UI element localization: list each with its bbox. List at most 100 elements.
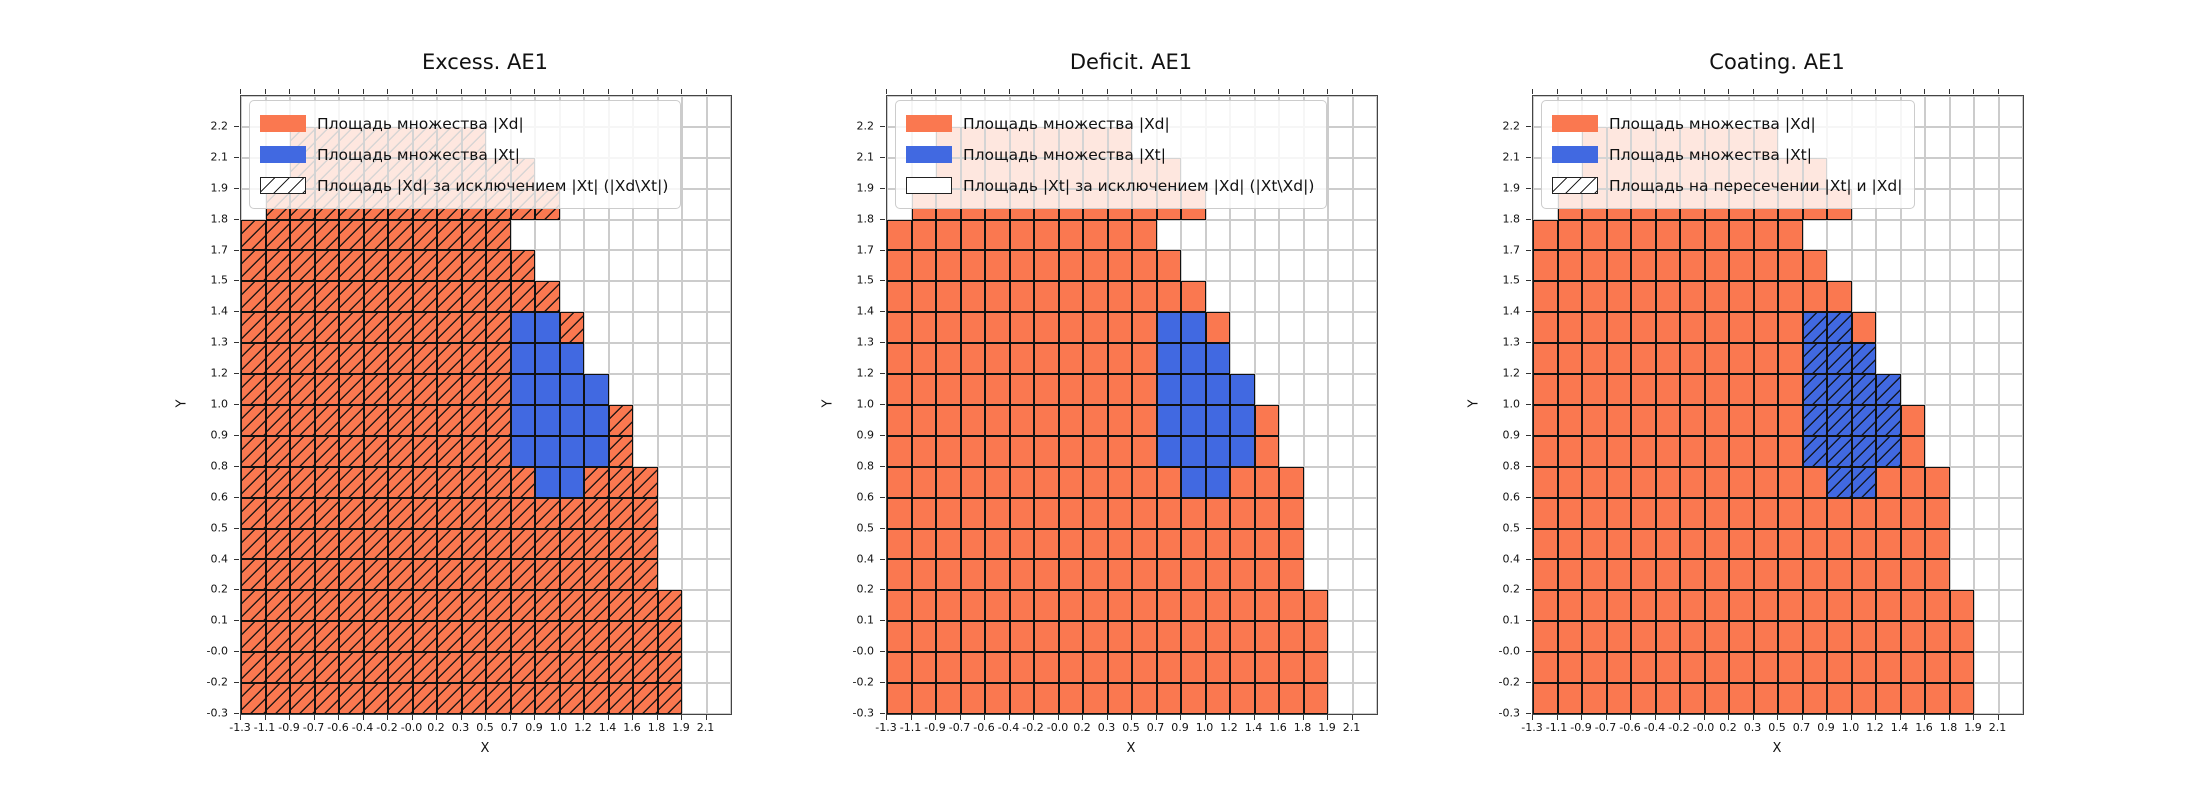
grid-cell bbox=[1974, 683, 1999, 714]
grid-cell bbox=[1680, 683, 1705, 714]
y-axis-label: Y bbox=[174, 399, 190, 408]
grid-cell bbox=[1254, 435, 1279, 467]
x-tick-mark bbox=[705, 714, 707, 720]
grid-cell bbox=[1998, 250, 2023, 282]
grid-cell bbox=[1083, 466, 1108, 498]
x-tick-mark bbox=[1605, 714, 1607, 720]
grid-cell bbox=[1582, 621, 1607, 653]
y-tick-mark bbox=[233, 434, 239, 436]
grid-cell bbox=[1949, 96, 1974, 127]
grid-cell bbox=[559, 435, 584, 467]
grid-cell bbox=[388, 374, 413, 405]
grid-cell bbox=[412, 404, 437, 436]
grid-cell bbox=[706, 219, 731, 251]
grid-cell bbox=[1827, 497, 1852, 529]
grid-cell bbox=[1328, 466, 1353, 498]
grid-cell bbox=[1680, 343, 1705, 375]
x-tick-label: -0.4 bbox=[351, 721, 374, 734]
grid-cell bbox=[1680, 435, 1705, 467]
grid-cell bbox=[290, 497, 315, 529]
grid-cell bbox=[1900, 374, 1925, 405]
y-tick-mark bbox=[879, 434, 885, 436]
grid-cell bbox=[985, 466, 1010, 498]
grid-cell bbox=[1631, 219, 1656, 251]
grid-cell bbox=[1827, 528, 1852, 560]
grid-cell bbox=[1851, 497, 1876, 529]
grid-cell bbox=[1949, 374, 1974, 405]
grid-cell bbox=[1303, 466, 1328, 498]
grid-cell bbox=[1655, 590, 1680, 622]
legend-swatch-blue bbox=[1552, 146, 1598, 163]
grid-cell bbox=[339, 343, 364, 375]
grid-cell bbox=[1631, 374, 1656, 405]
grid-cell bbox=[633, 559, 658, 591]
grid-cell bbox=[1949, 652, 1974, 684]
grid-cell bbox=[1009, 435, 1034, 467]
y-tick-label: 1.7 bbox=[210, 243, 229, 256]
grid-cell bbox=[608, 404, 633, 436]
grid-cell bbox=[936, 652, 961, 684]
grid-cell bbox=[1802, 497, 1827, 529]
grid-cell bbox=[1254, 652, 1279, 684]
grid-cell bbox=[1949, 528, 1974, 560]
grid-cell bbox=[1181, 528, 1206, 560]
grid-cell bbox=[1949, 343, 1974, 375]
y-tick-label: 0.1 bbox=[1502, 613, 1521, 627]
grid-cell bbox=[241, 466, 266, 498]
grid-cell bbox=[486, 404, 511, 436]
grid-cell bbox=[314, 219, 339, 251]
top-tick-mark bbox=[1997, 88, 1999, 94]
y-tick-mark bbox=[879, 713, 885, 714]
grid-cell bbox=[314, 683, 339, 714]
grid-cell bbox=[608, 497, 633, 529]
grid-cell bbox=[1230, 312, 1255, 344]
x-tick-mark bbox=[436, 714, 437, 720]
y-tick-label: 2.1 bbox=[1502, 150, 1521, 164]
grid-cell bbox=[1949, 466, 1974, 498]
grid-cell bbox=[1802, 250, 1827, 282]
grid-cell bbox=[1279, 528, 1304, 560]
grid-cell bbox=[339, 435, 364, 467]
grid-cell bbox=[1606, 374, 1631, 405]
grid-cell bbox=[1949, 157, 1974, 189]
y-tick-label: 1.3 bbox=[856, 335, 875, 349]
x-tick-mark bbox=[558, 714, 560, 720]
grid-cell bbox=[1132, 343, 1157, 375]
grid-cell bbox=[1230, 343, 1255, 375]
top-tick-mark bbox=[362, 88, 364, 94]
grid-cell bbox=[535, 652, 560, 684]
grid-cell bbox=[437, 343, 462, 375]
grid-cell bbox=[1925, 374, 1950, 405]
grid-cell bbox=[633, 683, 658, 714]
grid-cell bbox=[1851, 683, 1876, 714]
grid-cell bbox=[290, 404, 315, 436]
top-tick-mark bbox=[1131, 88, 1132, 94]
grid-cell bbox=[1328, 126, 1353, 158]
top-tick-mark bbox=[338, 88, 339, 94]
grid-cell bbox=[1557, 590, 1582, 622]
grid-cell bbox=[1925, 683, 1950, 714]
grid-cell bbox=[1729, 250, 1754, 282]
grid-cell bbox=[608, 435, 633, 467]
grid-cell bbox=[1827, 374, 1852, 405]
grid-cell bbox=[559, 621, 584, 653]
grid-cell bbox=[1352, 250, 1377, 282]
grid-cell bbox=[1974, 621, 1999, 653]
y-tick-label: 0.6 bbox=[1502, 490, 1521, 504]
grid-cell bbox=[1998, 528, 2023, 560]
grid-cell bbox=[412, 683, 437, 714]
grid-cell bbox=[1949, 281, 1974, 313]
grid-cell bbox=[936, 621, 961, 653]
grid-cell bbox=[339, 250, 364, 282]
grid-cell bbox=[559, 652, 584, 684]
grid-cell bbox=[510, 219, 535, 251]
grid-cell bbox=[1753, 435, 1778, 467]
grid-cell bbox=[1949, 590, 1974, 622]
x-tick-label: 0.3 bbox=[451, 721, 470, 734]
grid-cell bbox=[1107, 343, 1132, 375]
grid-cell bbox=[1328, 652, 1353, 684]
y-tick-mark bbox=[879, 125, 885, 127]
grid-cell bbox=[1582, 343, 1607, 375]
grid-cell bbox=[437, 281, 462, 313]
